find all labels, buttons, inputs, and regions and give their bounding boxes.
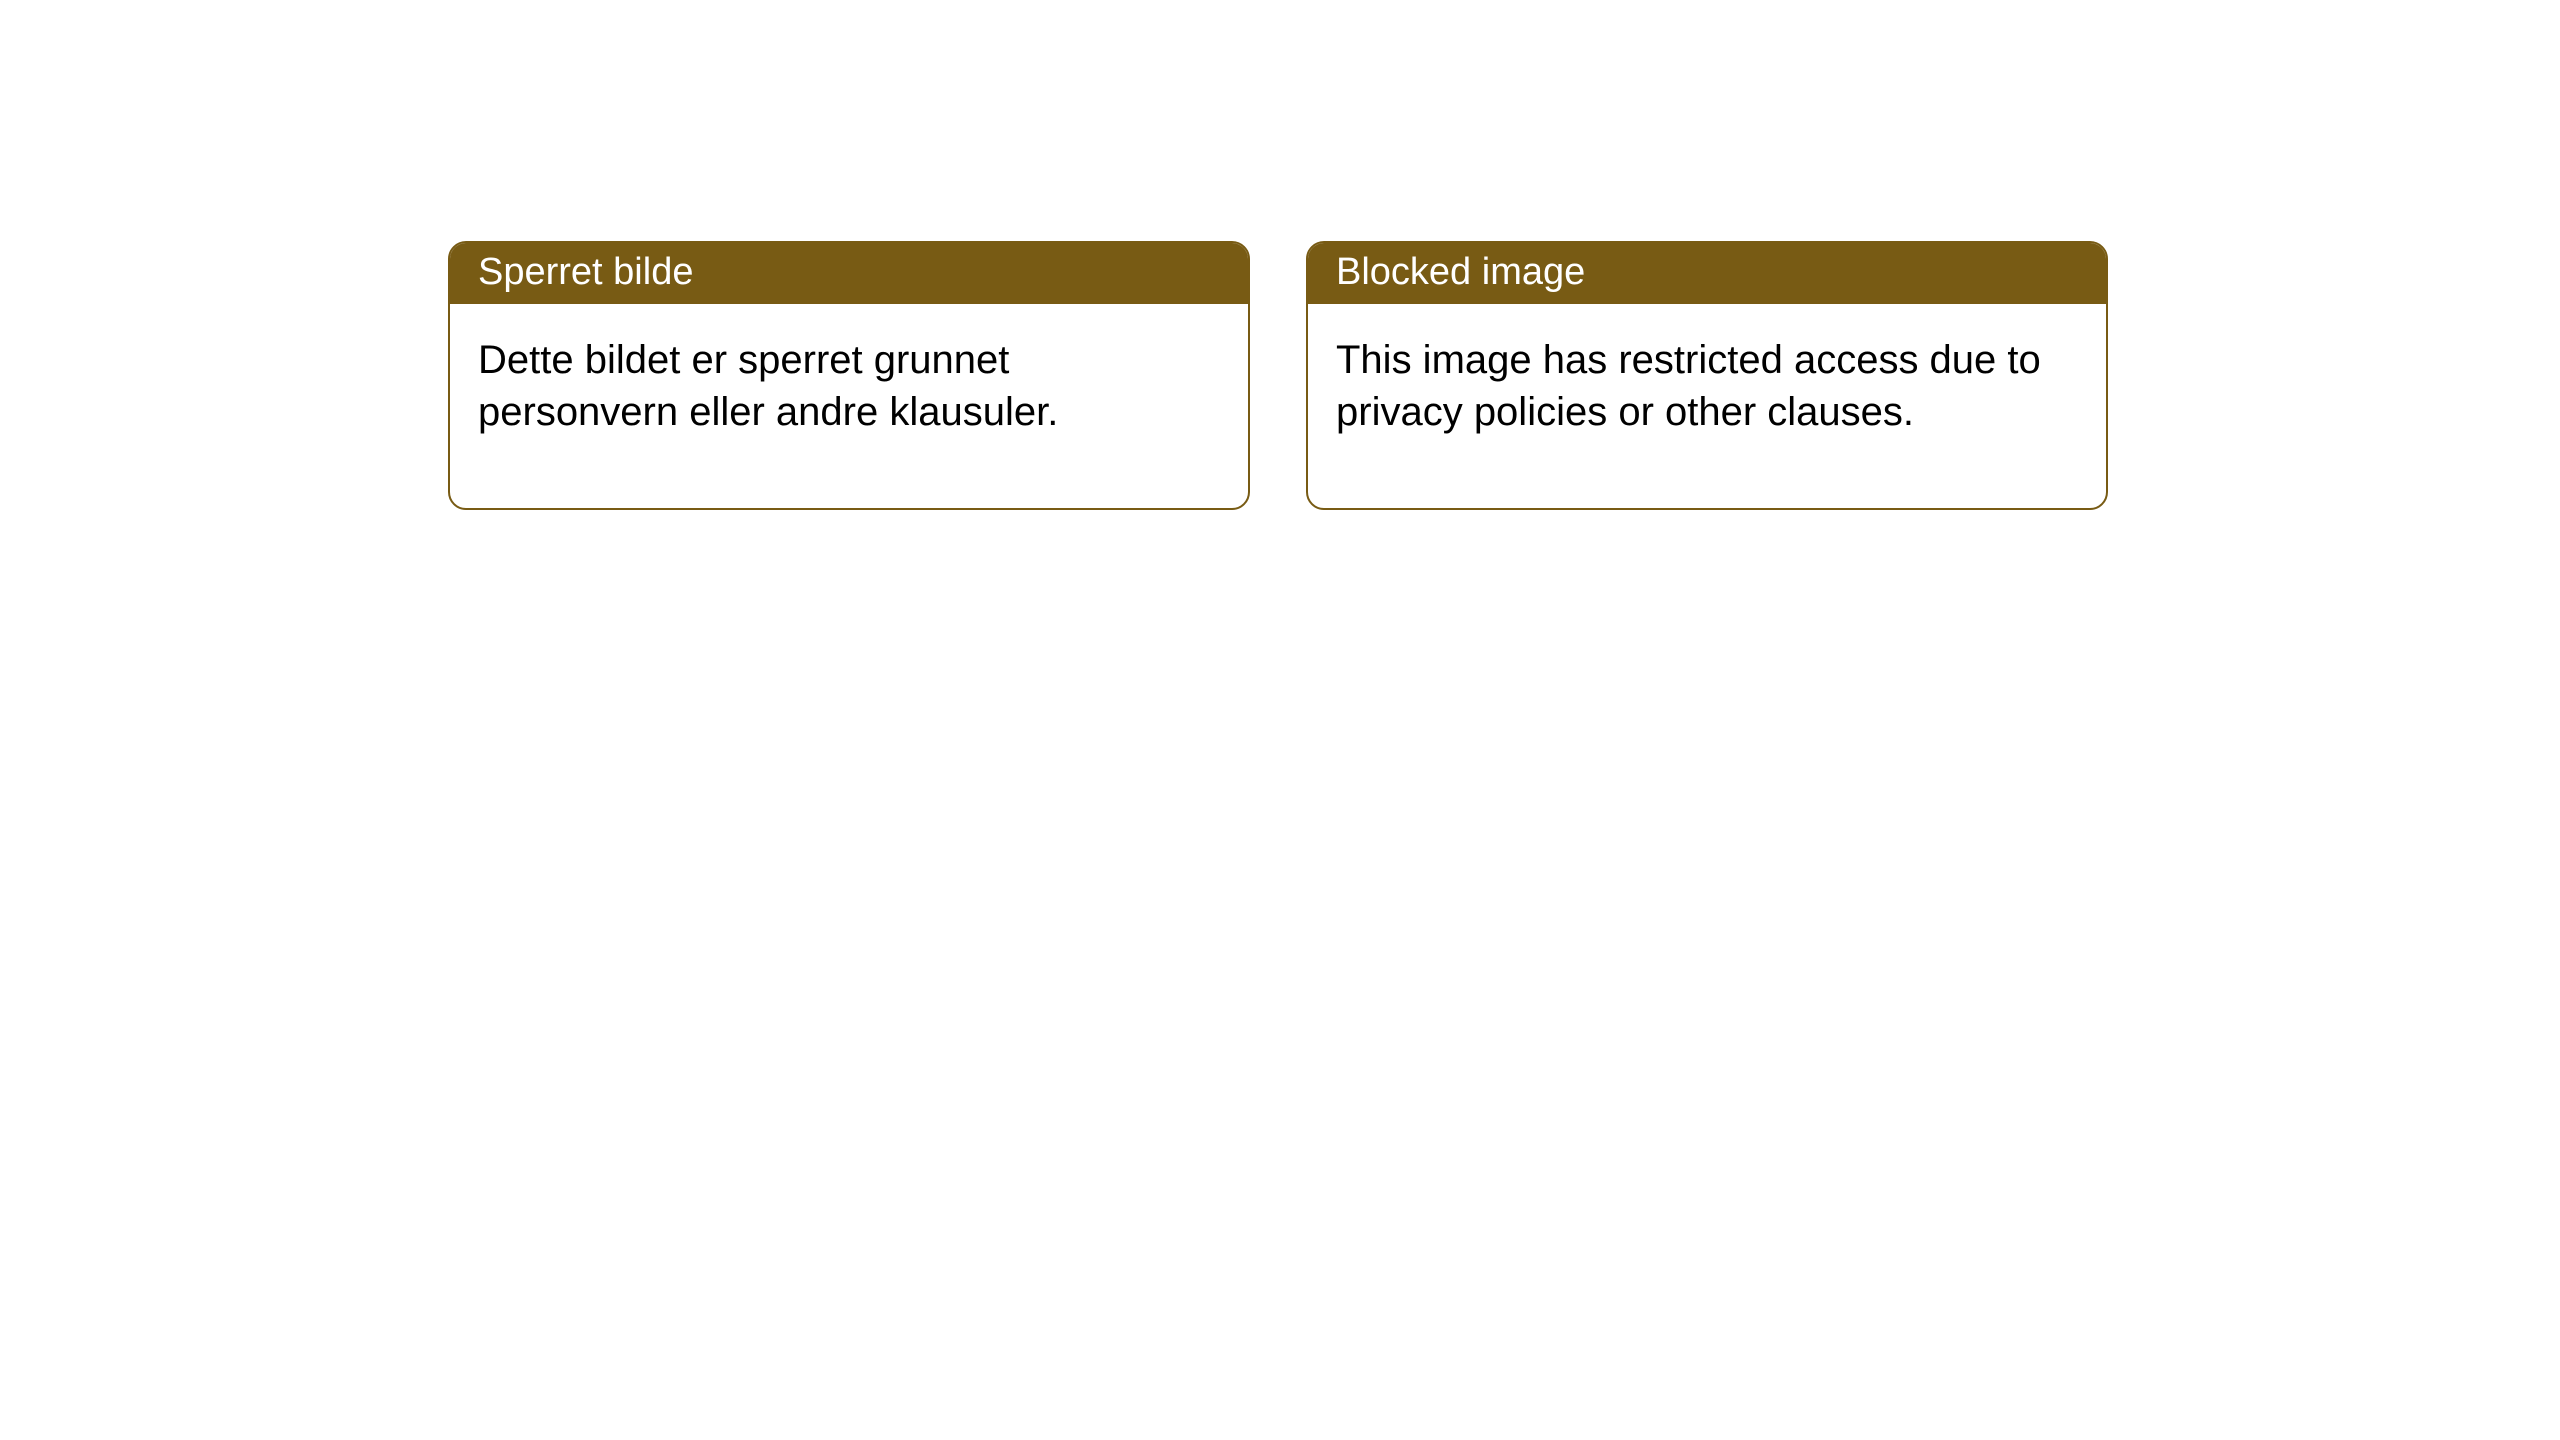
notice-body: Dette bildet er sperret grunnet personve…: [450, 304, 1248, 508]
notice-container: Sperret bilde Dette bildet er sperret gr…: [0, 0, 2560, 510]
notice-card-english: Blocked image This image has restricted …: [1306, 241, 2108, 510]
notice-title: Blocked image: [1308, 243, 2106, 304]
notice-body: This image has restricted access due to …: [1308, 304, 2106, 508]
notice-title: Sperret bilde: [450, 243, 1248, 304]
notice-card-norwegian: Sperret bilde Dette bildet er sperret gr…: [448, 241, 1250, 510]
